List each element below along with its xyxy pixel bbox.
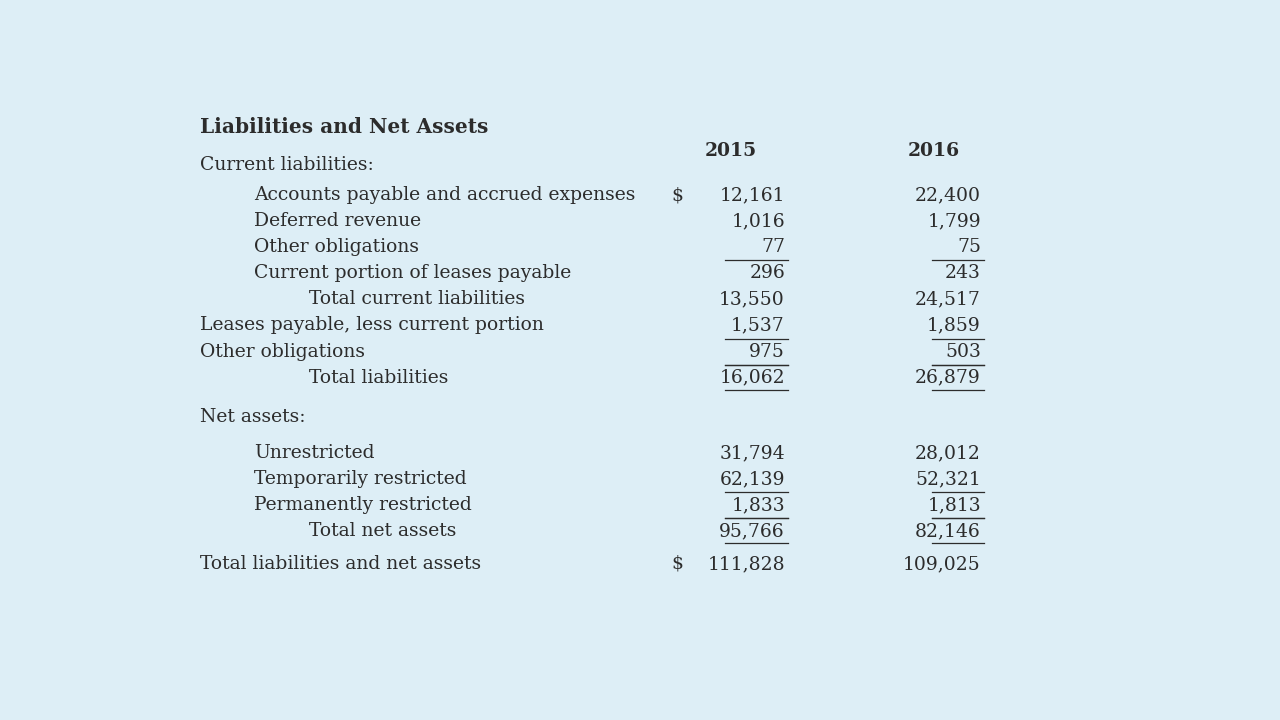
Text: 82,146: 82,146 <box>915 522 980 540</box>
Text: 28,012: 28,012 <box>915 444 980 462</box>
Text: 52,321: 52,321 <box>915 470 980 488</box>
Text: 243: 243 <box>945 264 980 282</box>
Text: 13,550: 13,550 <box>719 290 785 308</box>
Text: 24,517: 24,517 <box>915 290 980 308</box>
Text: 2015: 2015 <box>704 142 756 160</box>
Text: Other obligations: Other obligations <box>255 238 420 256</box>
Text: 75: 75 <box>957 238 980 256</box>
Text: Total current liabilities: Total current liabilities <box>308 290 525 308</box>
Text: 62,139: 62,139 <box>719 470 785 488</box>
Text: Total liabilities and net assets: Total liabilities and net assets <box>200 555 481 573</box>
Text: 1,537: 1,537 <box>731 317 785 335</box>
Text: 22,400: 22,400 <box>915 186 980 204</box>
Text: 2016: 2016 <box>908 142 960 160</box>
Text: 1,833: 1,833 <box>731 496 785 514</box>
Text: Deferred revenue: Deferred revenue <box>255 212 421 230</box>
Text: Leases payable, less current portion: Leases payable, less current portion <box>200 317 544 335</box>
Text: 109,025: 109,025 <box>904 555 980 573</box>
Text: 95,766: 95,766 <box>719 522 785 540</box>
Text: 26,879: 26,879 <box>915 369 980 387</box>
Text: Current portion of leases payable: Current portion of leases payable <box>255 264 571 282</box>
Text: 975: 975 <box>749 343 785 361</box>
Text: Liabilities and Net Assets: Liabilities and Net Assets <box>200 117 488 137</box>
Text: 31,794: 31,794 <box>719 444 785 462</box>
Text: Net assets:: Net assets: <box>200 408 305 426</box>
Text: 1,813: 1,813 <box>927 496 980 514</box>
Text: 1,859: 1,859 <box>927 317 980 335</box>
Text: Accounts payable and accrued expenses: Accounts payable and accrued expenses <box>255 186 636 204</box>
Text: 503: 503 <box>945 343 980 361</box>
Text: $: $ <box>671 186 682 204</box>
Text: 111,828: 111,828 <box>708 555 785 573</box>
Text: 296: 296 <box>749 264 785 282</box>
Text: 12,161: 12,161 <box>719 186 785 204</box>
Text: Permanently restricted: Permanently restricted <box>255 496 472 514</box>
Text: 77: 77 <box>760 238 785 256</box>
Text: 1,016: 1,016 <box>731 212 785 230</box>
Text: Total liabilities: Total liabilities <box>308 369 448 387</box>
Text: Temporarily restricted: Temporarily restricted <box>255 470 467 488</box>
Text: Unrestricted: Unrestricted <box>255 444 375 462</box>
Text: 16,062: 16,062 <box>719 369 785 387</box>
Text: 1,799: 1,799 <box>927 212 980 230</box>
Text: Current liabilities:: Current liabilities: <box>200 156 374 174</box>
Text: Other obligations: Other obligations <box>200 343 365 361</box>
Text: Total net assets: Total net assets <box>308 522 456 540</box>
Text: $: $ <box>671 555 682 573</box>
